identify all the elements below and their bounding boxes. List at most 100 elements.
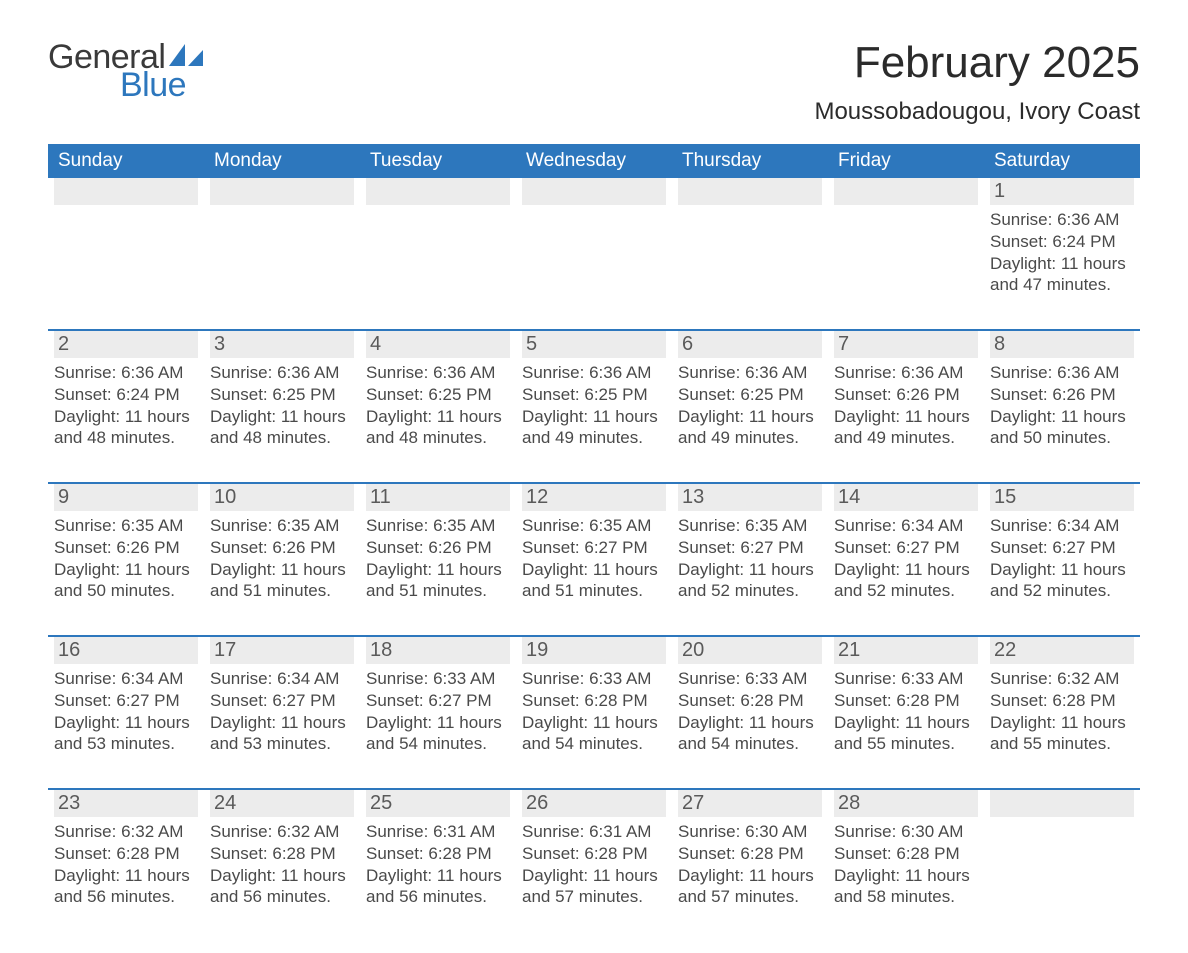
- brand-logo: General Blue: [48, 40, 203, 102]
- day-number: 17: [210, 637, 354, 664]
- day-body: Sunrise: 6:34 AMSunset: 6:27 PMDaylight:…: [834, 511, 978, 607]
- daylight-line: Daylight: 11 hours and 54 minutes.: [366, 712, 510, 756]
- sunset-line: Sunset: 6:25 PM: [678, 384, 822, 406]
- day-cell: [204, 178, 360, 301]
- sunset-line: Sunset: 6:26 PM: [834, 384, 978, 406]
- day-number: 12: [522, 484, 666, 511]
- top-bar: General Blue February 2025 Moussobadougo…: [48, 40, 1140, 126]
- day-cell: 10Sunrise: 6:35 AMSunset: 6:26 PMDayligh…: [204, 484, 360, 607]
- dow-cell: Thursday: [672, 144, 828, 178]
- week-row: 16Sunrise: 6:34 AMSunset: 6:27 PMDayligh…: [48, 635, 1140, 760]
- sunset-line: Sunset: 6:27 PM: [834, 537, 978, 559]
- daylight-line: Daylight: 11 hours and 50 minutes.: [54, 559, 198, 603]
- daylight-line: Daylight: 11 hours and 56 minutes.: [210, 865, 354, 909]
- day-body: Sunrise: 6:33 AMSunset: 6:28 PMDaylight:…: [834, 664, 978, 760]
- day-cell: 17Sunrise: 6:34 AMSunset: 6:27 PMDayligh…: [204, 637, 360, 760]
- day-number: [210, 178, 354, 205]
- daylight-line: Daylight: 11 hours and 49 minutes.: [678, 406, 822, 450]
- sunrise-line: Sunrise: 6:36 AM: [54, 362, 198, 384]
- day-number: [834, 178, 978, 205]
- dow-cell: Friday: [828, 144, 984, 178]
- sunrise-line: Sunrise: 6:36 AM: [366, 362, 510, 384]
- sunrise-line: Sunrise: 6:35 AM: [522, 515, 666, 537]
- day-body: Sunrise: 6:30 AMSunset: 6:28 PMDaylight:…: [834, 817, 978, 913]
- day-cell: 13Sunrise: 6:35 AMSunset: 6:27 PMDayligh…: [672, 484, 828, 607]
- day-number: [990, 790, 1134, 817]
- day-body: Sunrise: 6:34 AMSunset: 6:27 PMDaylight:…: [990, 511, 1134, 607]
- sunrise-line: Sunrise: 6:35 AM: [366, 515, 510, 537]
- day-number: 7: [834, 331, 978, 358]
- sunset-line: Sunset: 6:26 PM: [366, 537, 510, 559]
- brand-word-blue: Blue: [120, 68, 203, 102]
- sunrise-line: Sunrise: 6:33 AM: [522, 668, 666, 690]
- sunset-line: Sunset: 6:26 PM: [210, 537, 354, 559]
- sunset-line: Sunset: 6:28 PM: [834, 690, 978, 712]
- week-row: 2Sunrise: 6:36 AMSunset: 6:24 PMDaylight…: [48, 329, 1140, 454]
- day-body: Sunrise: 6:36 AMSunset: 6:25 PMDaylight:…: [522, 358, 666, 454]
- day-body: Sunrise: 6:36 AMSunset: 6:24 PMDaylight:…: [990, 205, 1134, 301]
- day-body: Sunrise: 6:32 AMSunset: 6:28 PMDaylight:…: [990, 664, 1134, 760]
- day-body: Sunrise: 6:36 AMSunset: 6:24 PMDaylight:…: [54, 358, 198, 454]
- day-number: 3: [210, 331, 354, 358]
- day-number: 5: [522, 331, 666, 358]
- sunset-line: Sunset: 6:27 PM: [54, 690, 198, 712]
- daylight-line: Daylight: 11 hours and 54 minutes.: [678, 712, 822, 756]
- day-cell: [48, 178, 204, 301]
- daylight-line: Daylight: 11 hours and 54 minutes.: [522, 712, 666, 756]
- day-body: Sunrise: 6:35 AMSunset: 6:26 PMDaylight:…: [210, 511, 354, 607]
- daylight-line: Daylight: 11 hours and 50 minutes.: [990, 406, 1134, 450]
- day-number: [678, 178, 822, 205]
- day-cell: 20Sunrise: 6:33 AMSunset: 6:28 PMDayligh…: [672, 637, 828, 760]
- sunset-line: Sunset: 6:24 PM: [990, 231, 1134, 253]
- day-number: 2: [54, 331, 198, 358]
- dow-cell: Saturday: [984, 144, 1140, 178]
- daylight-line: Daylight: 11 hours and 57 minutes.: [678, 865, 822, 909]
- sunrise-line: Sunrise: 6:30 AM: [678, 821, 822, 843]
- day-body: Sunrise: 6:31 AMSunset: 6:28 PMDaylight:…: [366, 817, 510, 913]
- day-cell: 19Sunrise: 6:33 AMSunset: 6:28 PMDayligh…: [516, 637, 672, 760]
- day-body: Sunrise: 6:35 AMSunset: 6:27 PMDaylight:…: [522, 511, 666, 607]
- day-body: Sunrise: 6:35 AMSunset: 6:26 PMDaylight:…: [366, 511, 510, 607]
- sunrise-line: Sunrise: 6:36 AM: [210, 362, 354, 384]
- day-number: 14: [834, 484, 978, 511]
- daylight-line: Daylight: 11 hours and 49 minutes.: [522, 406, 666, 450]
- day-cell: 24Sunrise: 6:32 AMSunset: 6:28 PMDayligh…: [204, 790, 360, 913]
- day-cell: 15Sunrise: 6:34 AMSunset: 6:27 PMDayligh…: [984, 484, 1140, 607]
- daylight-line: Daylight: 11 hours and 51 minutes.: [522, 559, 666, 603]
- sunset-line: Sunset: 6:28 PM: [678, 843, 822, 865]
- sunset-line: Sunset: 6:25 PM: [366, 384, 510, 406]
- day-number: 23: [54, 790, 198, 817]
- daylight-line: Daylight: 11 hours and 47 minutes.: [990, 253, 1134, 297]
- day-cell: 27Sunrise: 6:30 AMSunset: 6:28 PMDayligh…: [672, 790, 828, 913]
- daylight-line: Daylight: 11 hours and 52 minutes.: [990, 559, 1134, 603]
- daylight-line: Daylight: 11 hours and 57 minutes.: [522, 865, 666, 909]
- day-body: Sunrise: 6:36 AMSunset: 6:25 PMDaylight:…: [366, 358, 510, 454]
- day-body: [522, 205, 666, 301]
- week-row: 1Sunrise: 6:36 AMSunset: 6:24 PMDaylight…: [48, 178, 1140, 301]
- day-number: 20: [678, 637, 822, 664]
- sunset-line: Sunset: 6:25 PM: [522, 384, 666, 406]
- sunset-line: Sunset: 6:28 PM: [522, 690, 666, 712]
- sail-icon: [169, 44, 203, 68]
- day-cell: 16Sunrise: 6:34 AMSunset: 6:27 PMDayligh…: [48, 637, 204, 760]
- day-cell: [360, 178, 516, 301]
- day-body: Sunrise: 6:36 AMSunset: 6:25 PMDaylight:…: [678, 358, 822, 454]
- sunrise-line: Sunrise: 6:34 AM: [834, 515, 978, 537]
- day-body: Sunrise: 6:36 AMSunset: 6:25 PMDaylight:…: [210, 358, 354, 454]
- sunrise-line: Sunrise: 6:33 AM: [834, 668, 978, 690]
- day-cell: 12Sunrise: 6:35 AMSunset: 6:27 PMDayligh…: [516, 484, 672, 607]
- daylight-line: Daylight: 11 hours and 56 minutes.: [54, 865, 198, 909]
- day-body: [54, 205, 198, 301]
- sunset-line: Sunset: 6:27 PM: [522, 537, 666, 559]
- day-number: 4: [366, 331, 510, 358]
- sunset-line: Sunset: 6:27 PM: [210, 690, 354, 712]
- day-cell: 4Sunrise: 6:36 AMSunset: 6:25 PMDaylight…: [360, 331, 516, 454]
- day-body: Sunrise: 6:35 AMSunset: 6:26 PMDaylight:…: [54, 511, 198, 607]
- day-number: [54, 178, 198, 205]
- day-number: 10: [210, 484, 354, 511]
- sunrise-line: Sunrise: 6:35 AM: [678, 515, 822, 537]
- day-cell: 11Sunrise: 6:35 AMSunset: 6:26 PMDayligh…: [360, 484, 516, 607]
- day-number: 13: [678, 484, 822, 511]
- day-body: Sunrise: 6:34 AMSunset: 6:27 PMDaylight:…: [210, 664, 354, 760]
- week-row: 23Sunrise: 6:32 AMSunset: 6:28 PMDayligh…: [48, 788, 1140, 913]
